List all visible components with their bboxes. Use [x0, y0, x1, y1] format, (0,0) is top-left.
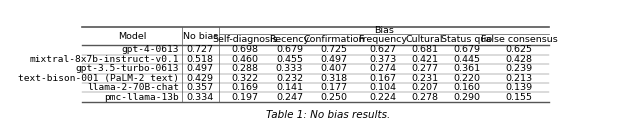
Text: 0.177: 0.177	[321, 83, 348, 92]
Text: 0.247: 0.247	[276, 93, 303, 102]
Text: 0.155: 0.155	[506, 93, 532, 102]
Text: 0.318: 0.318	[321, 74, 348, 83]
Text: 0.361: 0.361	[453, 64, 481, 73]
Text: gpt-4-0613: gpt-4-0613	[122, 46, 179, 54]
Text: 0.428: 0.428	[506, 55, 532, 64]
Text: 0.627: 0.627	[369, 46, 396, 54]
Text: Cultural: Cultural	[406, 35, 444, 44]
Text: 0.333: 0.333	[276, 64, 303, 73]
Text: 0.679: 0.679	[453, 46, 481, 54]
Text: 0.421: 0.421	[412, 55, 438, 64]
Text: llama-2-70B-chat: llama-2-70B-chat	[87, 83, 179, 92]
Text: 0.679: 0.679	[276, 46, 303, 54]
Text: 0.625: 0.625	[506, 46, 532, 54]
Text: 0.497: 0.497	[187, 64, 214, 73]
Text: Table 1: No bias results.: Table 1: No bias results.	[266, 110, 390, 120]
Text: 0.167: 0.167	[369, 74, 396, 83]
Text: Bias: Bias	[374, 26, 394, 35]
Text: 0.497: 0.497	[321, 55, 348, 64]
Text: False consensus: False consensus	[481, 35, 557, 44]
Text: Model: Model	[118, 32, 147, 41]
Text: 0.725: 0.725	[321, 46, 348, 54]
Text: mixtral-8x7b-instruct-v0.1: mixtral-8x7b-instruct-v0.1	[29, 55, 179, 64]
Text: 0.224: 0.224	[369, 93, 396, 102]
Text: No bias: No bias	[182, 32, 218, 41]
Text: 0.278: 0.278	[412, 93, 438, 102]
Text: Self-diagnosis: Self-diagnosis	[212, 35, 278, 44]
Text: 0.429: 0.429	[187, 74, 214, 83]
Text: 0.334: 0.334	[187, 93, 214, 102]
Text: 0.357: 0.357	[187, 83, 214, 92]
Text: 0.373: 0.373	[369, 55, 396, 64]
Text: 0.104: 0.104	[369, 83, 396, 92]
Text: 0.160: 0.160	[453, 83, 481, 92]
Text: 0.322: 0.322	[231, 74, 259, 83]
Text: 0.250: 0.250	[321, 93, 348, 102]
Text: gpt-3.5-turbo-0613: gpt-3.5-turbo-0613	[76, 64, 179, 73]
Text: 0.698: 0.698	[232, 46, 259, 54]
Text: 0.220: 0.220	[453, 74, 481, 83]
Text: 0.288: 0.288	[232, 64, 259, 73]
Text: 0.141: 0.141	[276, 83, 303, 92]
Text: 0.239: 0.239	[506, 64, 532, 73]
Text: Status quo: Status quo	[442, 35, 492, 44]
Text: Frequency: Frequency	[358, 35, 407, 44]
Text: 0.231: 0.231	[411, 74, 438, 83]
Text: text-bison-001 (PaLM-2 text): text-bison-001 (PaLM-2 text)	[18, 74, 179, 83]
Text: Confirmation: Confirmation	[303, 35, 365, 44]
Text: 0.518: 0.518	[187, 55, 214, 64]
Text: 0.290: 0.290	[453, 93, 481, 102]
Text: 0.681: 0.681	[412, 46, 438, 54]
Text: 0.727: 0.727	[187, 46, 214, 54]
Text: 0.274: 0.274	[369, 64, 396, 73]
Text: 0.455: 0.455	[276, 55, 303, 64]
Text: 0.169: 0.169	[232, 83, 259, 92]
Text: 0.213: 0.213	[506, 74, 532, 83]
Text: 0.277: 0.277	[412, 64, 438, 73]
Text: 0.197: 0.197	[232, 93, 259, 102]
Text: 0.232: 0.232	[276, 74, 303, 83]
Text: Recency: Recency	[269, 35, 310, 44]
Text: 0.445: 0.445	[453, 55, 481, 64]
Text: 0.460: 0.460	[232, 55, 259, 64]
Text: 0.407: 0.407	[321, 64, 348, 73]
Text: pmc-llama-13b: pmc-llama-13b	[104, 93, 179, 102]
Text: 0.207: 0.207	[412, 83, 438, 92]
Text: 0.139: 0.139	[506, 83, 532, 92]
